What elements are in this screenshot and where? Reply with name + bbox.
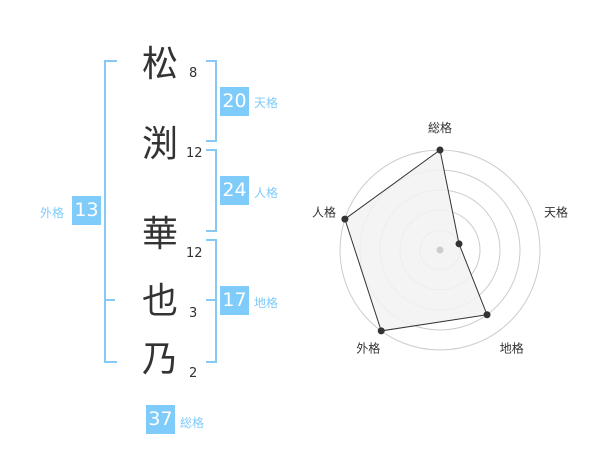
gaikaku-bracket xyxy=(104,60,117,363)
stroke-count: 12 xyxy=(186,146,203,161)
radar-point xyxy=(483,311,491,319)
tenkaku-bracket xyxy=(206,60,217,142)
stroke-count: 3 xyxy=(189,306,198,321)
gaikaku-value: 13 xyxy=(72,196,101,225)
chikaku-bracket-tick xyxy=(206,299,215,301)
name-char: 華 xyxy=(141,214,178,255)
stroke-count: 8 xyxy=(189,66,198,81)
radar-point xyxy=(377,327,385,335)
radar-axis-label: 天格 xyxy=(544,204,568,219)
radar-area xyxy=(344,149,488,332)
radar-point xyxy=(455,240,463,248)
radar-axis-label: 地格 xyxy=(500,341,524,356)
soukaku-value: 37 xyxy=(146,405,175,434)
name-char: 也 xyxy=(141,281,178,322)
name-char: 松 xyxy=(141,44,178,85)
name-char: 乃 xyxy=(141,339,178,380)
gaikaku-bracket-tick xyxy=(104,299,115,301)
tenkaku-value: 20 xyxy=(220,87,249,116)
radar-point xyxy=(436,146,444,154)
stroke-count: 2 xyxy=(189,366,198,381)
jinkaku-bracket xyxy=(206,149,217,232)
soukaku-label: 総格 xyxy=(180,416,205,430)
radar-axis-label: 外格 xyxy=(356,341,380,356)
radar-center xyxy=(436,246,444,254)
radar-point xyxy=(341,215,349,223)
tenkaku-label: 天格 xyxy=(254,96,279,110)
chikaku-label: 地格 xyxy=(254,296,279,310)
chikaku-bracket xyxy=(206,239,217,363)
chikaku-value: 17 xyxy=(220,286,249,315)
name-char: 渕 xyxy=(141,124,178,165)
radar-axis-label: 総格 xyxy=(428,120,452,135)
gaikaku-label: 外格 xyxy=(40,206,65,220)
jinkaku-label: 人格 xyxy=(254,186,279,200)
stroke-count: 12 xyxy=(186,246,203,261)
jinkaku-value: 24 xyxy=(220,176,249,205)
radar-axis-label: 人格 xyxy=(312,204,336,219)
